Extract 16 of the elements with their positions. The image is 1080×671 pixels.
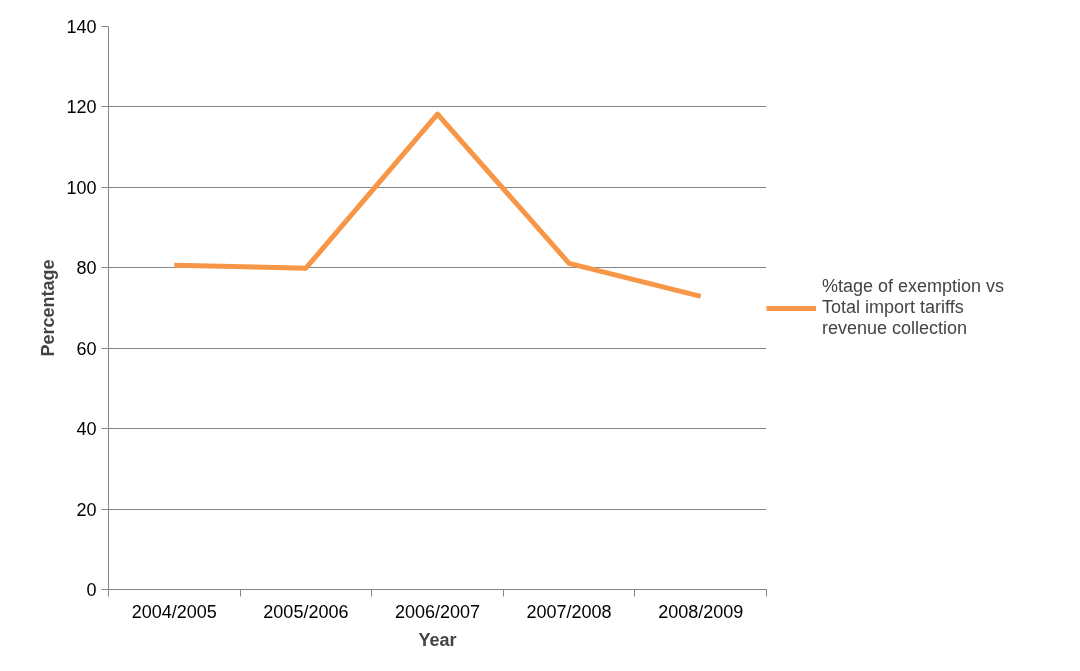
y-tick-label: 20 bbox=[76, 499, 97, 520]
y-tick-label: 80 bbox=[76, 258, 97, 279]
y-tick-label: 100 bbox=[66, 177, 97, 198]
x-tick-label: 2007/2008 bbox=[526, 601, 612, 622]
y-tick-label: 0 bbox=[86, 580, 97, 600]
y-tick-label: 40 bbox=[76, 419, 97, 440]
x-tick-label: 2008/2009 bbox=[658, 601, 744, 622]
y-axis-title: Percentage bbox=[38, 259, 59, 357]
y-tick-label: 60 bbox=[76, 338, 97, 359]
x-tick-label: 2006/2007 bbox=[394, 601, 481, 622]
y-tick-label: 120 bbox=[66, 97, 97, 118]
legend-label: %tage of exemption vs Total import tariffs revenue collection bbox=[822, 275, 1005, 340]
x-axis-title: Year bbox=[418, 629, 457, 650]
x-tick-label: 2004/2005 bbox=[131, 601, 217, 622]
y-tick-label: 140 bbox=[66, 17, 97, 37]
x-tick-label: 2005/2006 bbox=[263, 601, 349, 622]
